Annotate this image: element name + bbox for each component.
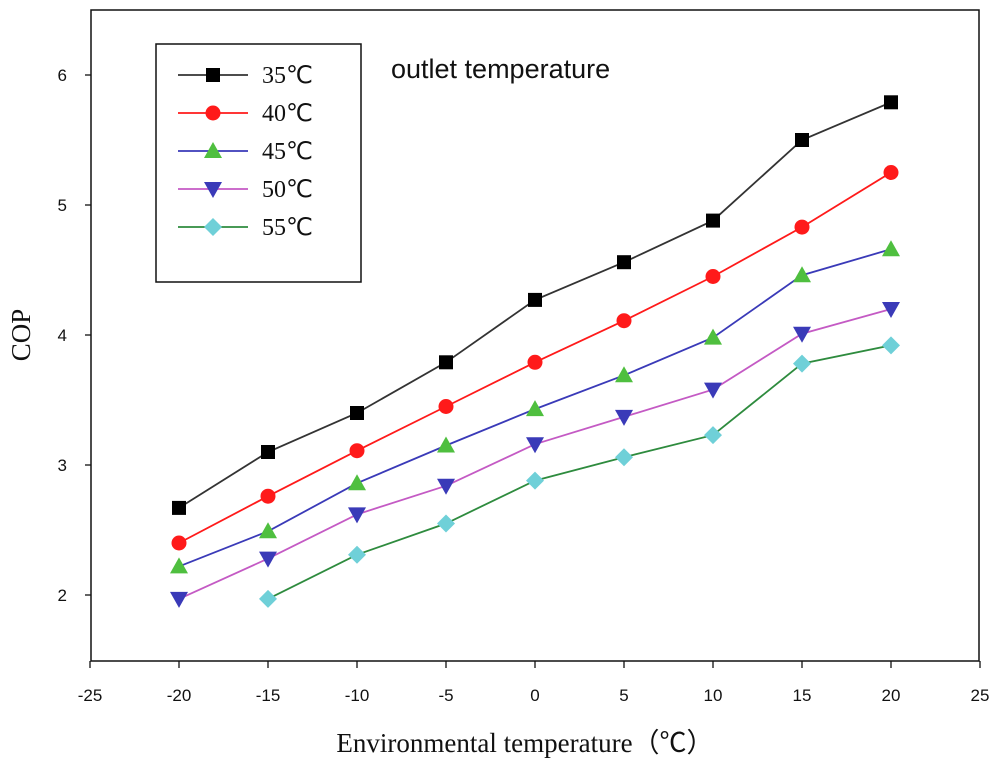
data-point — [704, 328, 722, 345]
series-line — [267, 344, 892, 600]
data-point — [883, 165, 899, 180]
y-tick-label: 3 — [58, 456, 67, 475]
data-point — [795, 133, 809, 147]
annotation-text: outlet temperature — [391, 54, 610, 84]
legend: 35℃ 40℃ 45℃ 50℃ 55℃ — [155, 43, 362, 283]
legend-entry: 50℃ — [178, 177, 313, 203]
x-tick-label: -20 — [167, 686, 192, 705]
x-tick-label: 10 — [704, 686, 723, 705]
data-point — [439, 355, 453, 370]
data-point — [882, 302, 900, 318]
legend-marker — [205, 105, 221, 121]
x-tick-label: -15 — [256, 686, 281, 705]
data-point — [437, 436, 455, 453]
data-point — [526, 471, 544, 490]
data-point — [349, 443, 365, 459]
legend-box — [155, 43, 362, 283]
y-axis: 2 3 4 5 6 — [58, 66, 91, 605]
data-point — [705, 269, 721, 284]
legend-marker — [204, 182, 222, 198]
data-point — [261, 445, 275, 459]
series-layer — [170, 95, 900, 608]
data-point — [615, 448, 633, 467]
data-point — [882, 336, 900, 355]
x-axis-title: Environmental temperature（℃） — [336, 728, 713, 758]
legend-entry: 55℃ — [178, 215, 313, 241]
legend-label: 45℃ — [262, 139, 313, 165]
series-0 — [172, 95, 898, 515]
legend-marker — [204, 218, 222, 236]
legend-entry: 35℃ — [178, 63, 313, 89]
data-point — [259, 551, 277, 568]
data-point — [260, 488, 276, 504]
data-point — [438, 399, 454, 414]
y-tick-label: 4 — [58, 326, 67, 345]
series-1 — [171, 165, 899, 551]
data-point — [527, 354, 543, 370]
data-point — [793, 354, 811, 373]
data-point — [170, 591, 188, 608]
y-tick-label: 2 — [58, 586, 67, 605]
y-tick-label: 5 — [58, 196, 67, 215]
y-axis-title: COP — [6, 309, 36, 362]
data-point — [615, 366, 633, 383]
x-tick-label: 15 — [793, 686, 812, 705]
data-point — [704, 382, 722, 399]
data-point — [348, 474, 366, 491]
data-point — [348, 507, 366, 524]
data-point — [172, 500, 186, 515]
series-2 — [170, 240, 900, 574]
data-point — [794, 219, 810, 235]
x-tick-label: 5 — [619, 686, 628, 705]
data-point — [350, 406, 364, 420]
legend-label: 35℃ — [262, 63, 313, 89]
legend-marker — [206, 68, 220, 82]
data-point — [259, 522, 277, 539]
data-point — [793, 266, 811, 283]
legend-label: 55℃ — [262, 215, 313, 241]
series-3 — [170, 302, 900, 608]
y-tick-label: 6 — [58, 66, 67, 85]
x-tick-label: -25 — [78, 686, 103, 705]
data-point — [706, 213, 720, 228]
data-point — [437, 514, 455, 533]
data-point — [882, 240, 900, 257]
data-point — [171, 535, 187, 551]
series-4 — [259, 336, 900, 608]
data-point — [348, 545, 366, 564]
legend-entry: 45℃ — [178, 139, 313, 165]
series-line — [178, 308, 892, 600]
x-tick-label: -5 — [438, 686, 453, 705]
legend-marker — [204, 142, 222, 158]
data-point — [437, 478, 455, 495]
x-tick-label: 25 — [971, 686, 990, 705]
data-point — [704, 426, 722, 445]
legend-label: 50℃ — [262, 177, 313, 203]
x-tick-label: -10 — [345, 686, 370, 705]
data-point — [616, 313, 632, 329]
data-point — [884, 95, 898, 110]
data-point — [170, 557, 188, 574]
data-point — [793, 326, 811, 343]
data-point — [528, 292, 542, 307]
legend-label: 40℃ — [262, 101, 313, 127]
data-point — [617, 255, 631, 270]
x-tick-label: 0 — [530, 686, 539, 705]
x-tick-label: 20 — [882, 686, 901, 705]
legend-entry: 40℃ — [178, 101, 313, 127]
data-point — [526, 437, 544, 454]
x-axis: -25 -20 -15 -10 -5 0 5 10 15 20 25 — [78, 661, 990, 705]
data-point — [259, 589, 277, 608]
data-point — [526, 400, 544, 417]
data-point — [615, 409, 633, 426]
